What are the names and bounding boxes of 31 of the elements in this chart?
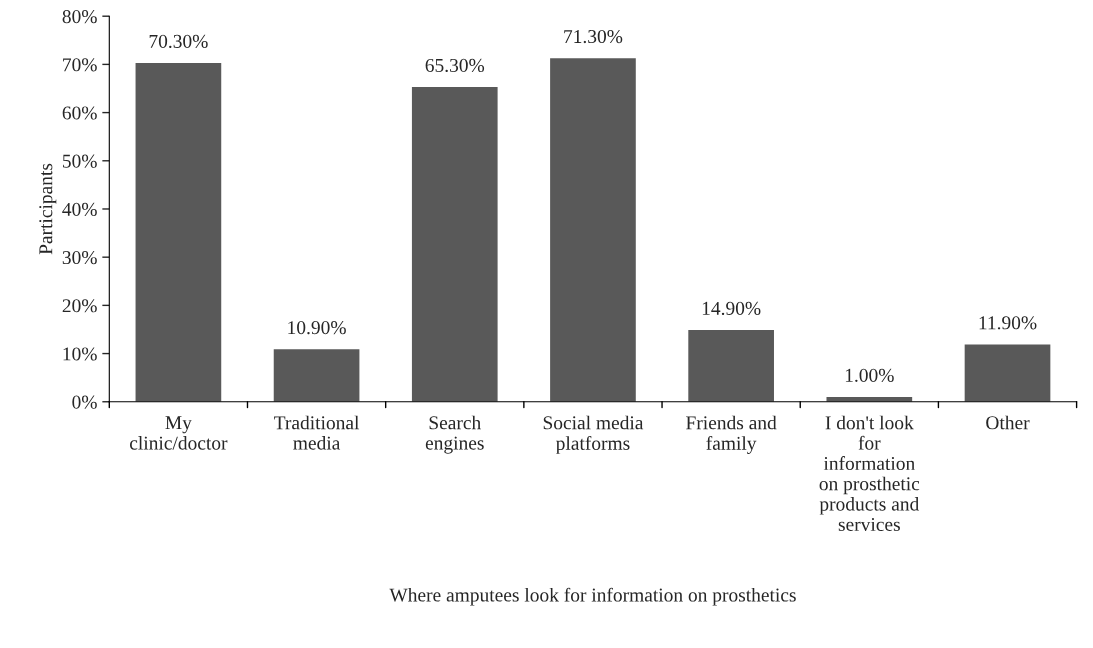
- x-tick-label: Traditional media: [274, 415, 360, 450]
- x-tick-label: Search engines: [425, 415, 484, 454]
- y-tick-label: 80%: [62, 10, 97, 24]
- y-tick-label: 0%: [72, 395, 97, 409]
- data-label: 70.30%: [149, 34, 208, 48]
- y-tick-label: 10%: [63, 347, 97, 361]
- bar: [688, 329, 774, 402]
- y-tick-label: 70%: [63, 58, 97, 72]
- x-tick-label: Friends and family: [686, 415, 777, 454]
- x-tick-label: Other: [986, 415, 1030, 430]
- data-label: 1.00%: [845, 368, 894, 382]
- x-axis-title: Where amputees look for information on prosthetics: [389, 587, 796, 606]
- data-label: 71.30%: [564, 29, 623, 44]
- y-axis-title: Participants: [39, 163, 57, 255]
- data-label: 65.30%: [425, 58, 485, 73]
- x-tick-label: Social media platforms: [543, 415, 644, 454]
- y-tick-label: 60%: [62, 106, 97, 120]
- bar: [135, 62, 222, 402]
- y-tick-label: 30%: [62, 250, 97, 265]
- bar: [964, 344, 1051, 402]
- x-tick-label: My clinic/doctor: [130, 416, 228, 450]
- y-tick-label: 50%: [62, 154, 97, 168]
- data-label: 14.90%: [702, 301, 761, 315]
- bar: [550, 58, 636, 402]
- bar: [273, 349, 360, 402]
- x-tick-label: I don't look for information on prosthetic products and services: [819, 415, 920, 531]
- bar: [411, 87, 498, 402]
- y-tick-label: 40%: [62, 202, 97, 216]
- data-label: 10.90%: [288, 321, 346, 335]
- data-label: 11.90%: [979, 316, 1037, 330]
- y-tick-label: 20%: [62, 299, 97, 313]
